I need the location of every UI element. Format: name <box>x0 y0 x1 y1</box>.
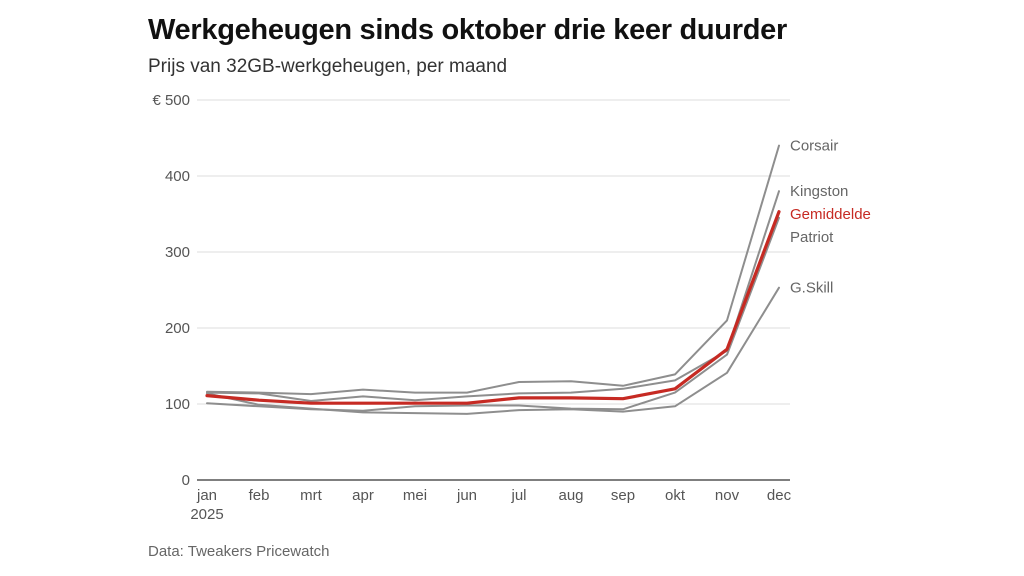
series-line-corsair <box>206 144 780 396</box>
x-axis-ticks: jan feb mrt apr mei jun jul aug sep okt nov dec 2025 <box>190 487 791 523</box>
chart-title: Werkgeheugen sinds oktober drie keer duu… <box>148 14 787 46</box>
y-axis-ticks: 0 100 200 300 400 € 500 <box>152 92 190 489</box>
y-tick-label: 300 <box>165 244 190 261</box>
series-label-g-skill: G.Skill <box>790 280 833 297</box>
x-year-label: 2025 <box>190 506 223 523</box>
x-tick-label: aug <box>558 487 583 504</box>
x-tick-label: mrt <box>300 487 322 504</box>
series-label-gemiddelde: Gemiddelde <box>790 206 871 223</box>
x-tick-label: jan <box>196 487 217 504</box>
series-label-patriot: Patriot <box>790 229 834 246</box>
x-tick-label: jun <box>456 487 477 504</box>
y-tick-label: 200 <box>165 320 190 337</box>
gridlines <box>197 99 790 481</box>
data-source: Data: Tweakers Pricewatch <box>148 543 330 560</box>
x-tick-label: mei <box>403 487 427 504</box>
series-line-gemiddelde <box>205 210 781 405</box>
y-tick-label: 100 <box>165 396 190 413</box>
y-tick-label: 0 <box>182 472 190 489</box>
series-label-corsair: Corsair <box>790 138 838 155</box>
series-labels: Corsair Kingston Gemiddelde Patriot G.Skill <box>790 138 871 297</box>
x-tick-label: jul <box>510 487 526 504</box>
chart-subtitle: Prijs van 32GB-werkgeheugen, per maand <box>148 56 508 77</box>
series-lines <box>205 144 781 415</box>
y-tick-label: € 500 <box>152 92 190 109</box>
x-tick-label: apr <box>352 487 374 504</box>
series-label-kingston: Kingston <box>790 183 848 200</box>
x-tick-label: sep <box>611 487 635 504</box>
x-tick-label: okt <box>665 487 686 504</box>
y-tick-label: 400 <box>165 168 190 185</box>
x-tick-label: dec <box>767 487 792 504</box>
series-line-patriot <box>206 216 780 412</box>
x-tick-label: feb <box>249 487 270 504</box>
x-tick-label: nov <box>715 487 740 504</box>
series-line-g-skill <box>206 286 780 415</box>
series-line-kingston <box>206 190 780 402</box>
